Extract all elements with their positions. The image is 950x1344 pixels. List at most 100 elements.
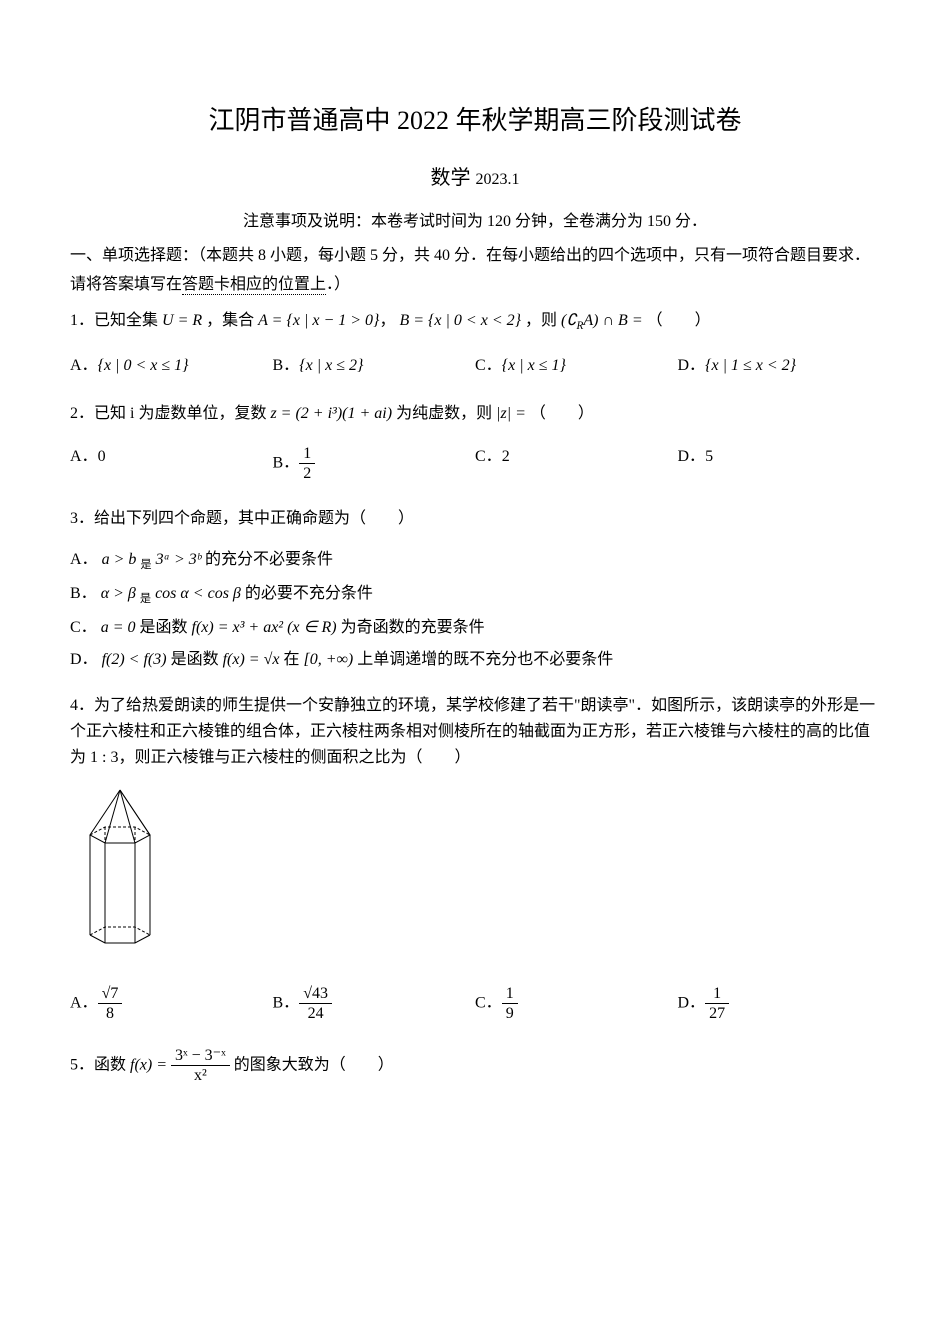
q3-stem: 3．给出下列四个命题，其中正确命题为（ ）: [70, 506, 880, 532]
q2-optB-num: 1: [299, 444, 315, 464]
label-B: B．: [273, 994, 300, 1011]
q3-optA-expr: 3ᵃ > 3ᵇ: [156, 551, 201, 568]
hexagon-figure: [70, 785, 880, 964]
q3-optD-pre: f(2) < f(3): [102, 651, 167, 668]
section-intro: 一、单项选择题：（本题共 8 小题，每小题 5 分，共 40 分．在每小题给出的…: [70, 242, 880, 300]
q2-expr: |z| =: [496, 405, 526, 422]
q3-optD-expr: f(x) = √x: [223, 651, 280, 668]
q4-optC: C．19: [475, 979, 678, 1028]
section-underlined: 答题卡相应的位置上: [182, 276, 326, 295]
q1-optC: C．{x | x ≤ 1}: [475, 348, 678, 384]
q3-optA-suf: 的充分不必要条件: [205, 551, 333, 568]
question-4: 4．为了给热爱朗读的师生提供一个安静独立的环境，某学校修建了若干"朗读亭"．如图…: [70, 693, 880, 1028]
question-1: 1．已知全集 U = R ，集合 A = {x | x − 1 > 0}， B …: [70, 308, 880, 384]
q2-stem: 2．已知 i 为虚数单位，复数 z = (2 + i³)(1 + ai) 为纯虚…: [70, 401, 880, 427]
q2-mid: 为纯虚数，则: [396, 405, 492, 422]
subject-line: 数学 2023.1: [70, 162, 880, 194]
label-B: B．: [273, 357, 300, 374]
q3-optB-mid: 是: [140, 593, 151, 605]
q1-optC-text: {x | x ≤ 1}: [502, 357, 566, 374]
q3-optD-mid: 是函数: [171, 651, 219, 668]
label-C: C．: [70, 619, 97, 636]
q4-optD-den: 27: [705, 1004, 729, 1023]
q5-num: 3ˣ − 3⁻ˣ: [171, 1046, 230, 1066]
q2-optA: A．0: [70, 439, 273, 488]
q4-optC-den: 9: [502, 1004, 518, 1023]
label-D: D．: [678, 448, 706, 465]
q2-optB: B．12: [273, 439, 476, 488]
hexagon-svg: [70, 785, 170, 955]
q2-optC-text: 2: [502, 448, 510, 465]
q3-optB-suf: 的必要不充分条件: [245, 585, 373, 602]
question-5: 5．函数 f(x) = 3ˣ − 3⁻ˣ x² 的图象大致为（ ）: [70, 1046, 880, 1085]
label-C: C．: [475, 448, 502, 465]
label-A: A．: [70, 357, 98, 374]
label-B: B．: [70, 585, 97, 602]
label-D: D．: [678, 994, 706, 1011]
label-C: C．: [475, 994, 502, 1011]
q5-pre: 5．函数: [70, 1057, 126, 1074]
q4-optC-frac: 19: [502, 984, 518, 1023]
q5-suf: 的图象大致为（ ）: [234, 1057, 394, 1074]
q4-optB: B．√4324: [273, 979, 476, 1028]
q4-options: A．√78 B．√4324 C．19 D．127: [70, 979, 880, 1028]
page-title: 江阴市普通高中 2022 年秋学期高三阶段测试卷: [70, 100, 880, 142]
q1-optB: B．{x | x ≤ 2}: [273, 348, 476, 384]
q3-optB: B． α > β 是 cos α < cos β 的必要不充分条件: [70, 578, 880, 612]
q1-optD: D．{x | 1 ≤ x < 2}: [678, 348, 881, 384]
q1-A-def: A = {x | x − 1 > 0}: [258, 312, 379, 329]
q1-options: A．{x | 0 < x ≤ 1} B．{x | x ≤ 2} C．{x | x…: [70, 348, 880, 384]
q3-optB-pre: α > β: [101, 585, 136, 602]
q1-mid2: ，则: [525, 312, 557, 329]
label-A: A．: [70, 448, 98, 465]
q3-optA-pre: a > b: [102, 551, 137, 568]
q3-optC-pre: a = 0: [101, 619, 136, 636]
notice: 注意事项及说明：本卷考试时间为 120 分钟，全卷满分为 150 分．: [70, 209, 880, 235]
label-D: D．: [70, 651, 98, 668]
q1-optA: A．{x | 0 < x ≤ 1}: [70, 348, 273, 384]
label-D: D．: [678, 357, 706, 374]
q1-B: B = {x | 0 < x < 2}: [399, 312, 521, 329]
q1-expr2: A) ∩ B =: [583, 312, 642, 329]
q4-optC-num: 1: [502, 984, 518, 1004]
q1-optA-text: {x | 0 < x ≤ 1}: [98, 357, 189, 374]
q3-optC-suf: 为奇函数的充要条件: [341, 619, 485, 636]
q1-pre: 1．已知全集: [70, 312, 158, 329]
q2-z: z = (2 + i³)(1 + ai): [270, 405, 392, 422]
date: 2023.1: [476, 171, 520, 188]
q4-optB-den: 24: [299, 1004, 332, 1023]
q2-optC: C．2: [475, 439, 678, 488]
q3-optC: C． a = 0 是函数 f(x) = x³ + ax² (x ∈ R) 为奇函…: [70, 612, 880, 644]
label-C: C．: [475, 357, 502, 374]
q3-optA: A． a > b 是 3ᵃ > 3ᵇ 的充分不必要条件: [70, 544, 880, 578]
q3-optD-suf: 上单调递增的既不充分也不必要条件: [357, 651, 613, 668]
q2-optD: D．5: [678, 439, 881, 488]
q1-stem: 1．已知全集 U = R ，集合 A = {x | x − 1 > 0}， B …: [70, 308, 880, 336]
q3-optD: D． f(2) < f(3) 是函数 f(x) = √x 在 [0, +∞) 上…: [70, 644, 880, 676]
label-A: A．: [70, 994, 98, 1011]
q3-optA-mid: 是: [140, 559, 151, 571]
q4-optA-num: √7: [98, 984, 123, 1004]
q4-optD: D．127: [678, 979, 881, 1028]
q4-optB-frac: √4324: [299, 984, 332, 1023]
section-suffix: ．）: [326, 276, 350, 293]
q5-stem: 5．函数 f(x) = 3ˣ − 3⁻ˣ x² 的图象大致为（ ）: [70, 1046, 880, 1085]
q3-optD-range: [0, +∞): [303, 651, 353, 668]
label-A: A．: [70, 551, 98, 568]
q4-optB-num: √43: [299, 984, 332, 1004]
q4-optD-frac: 127: [705, 984, 729, 1023]
subject: 数学: [431, 167, 471, 189]
q2-optD-text: 5: [705, 448, 713, 465]
q1-optD-text: {x | 1 ≤ x < 2}: [705, 357, 796, 374]
q3-optB-expr: cos α < cos β: [155, 585, 241, 602]
q3-optC-mid: 是函数: [139, 619, 187, 636]
q4-optA-den: 8: [98, 1004, 123, 1023]
q4-optA: A．√78: [70, 979, 273, 1028]
q4-optA-frac: √78: [98, 984, 123, 1023]
q3-optC-expr: f(x) = x³ + ax² (x ∈ R): [192, 619, 337, 636]
q1-U: U = R: [162, 312, 202, 329]
q2-pre: 2．已知 i 为虚数单位，复数: [70, 405, 266, 422]
q1-expr: (∁RA) ∩ B =: [561, 312, 643, 329]
q5-frac: 3ˣ − 3⁻ˣ x²: [171, 1046, 230, 1085]
q1-B-def: B = {x | 0 < x < 2}: [399, 312, 521, 329]
